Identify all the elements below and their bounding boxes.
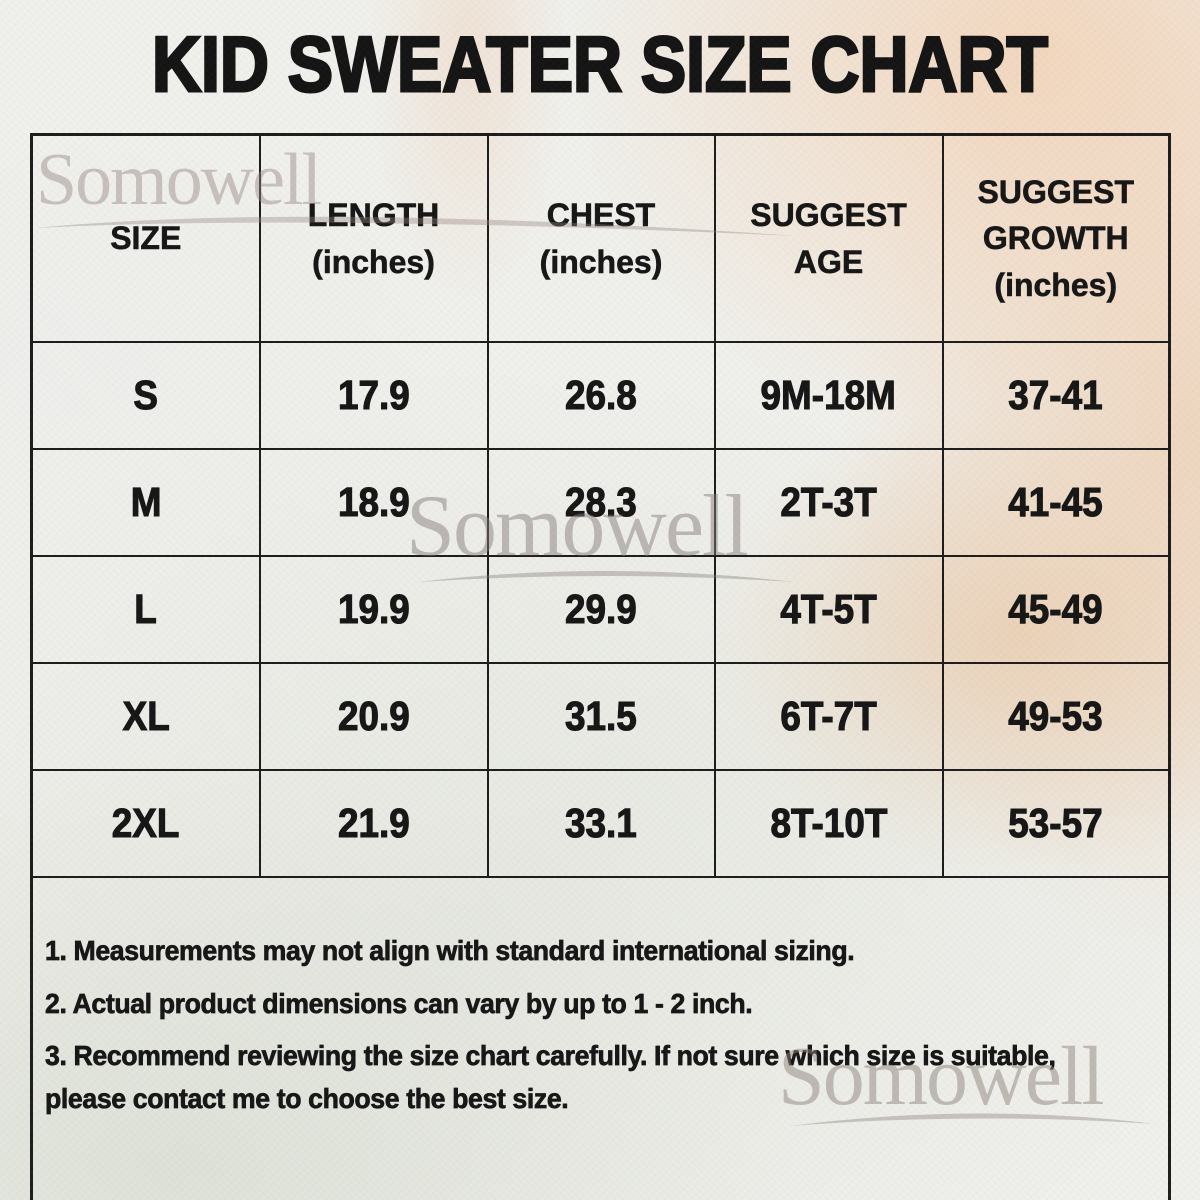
cell-length: 20.9 <box>258 662 489 771</box>
cell-length: 21.9 <box>258 769 489 878</box>
table-row-l: L 19.9 29.9 4T-5T 45-49 <box>30 555 1171 664</box>
note-line-2: 2. Actual product dimensions can vary by… <box>45 987 753 1019</box>
cell-size: M <box>30 448 261 557</box>
cell-growth: 45-49 <box>941 555 1171 664</box>
cell-chest: 28.3 <box>486 448 716 557</box>
note-line-3: 3. Recommend reviewing the size chart ca… <box>45 1040 1057 1114</box>
cell-size: L <box>30 555 261 664</box>
cell-growth: 49-53 <box>941 662 1171 771</box>
page-title: KID SWEATER SIZE CHART <box>151 20 1050 108</box>
col-header-size: SIZE <box>30 133 261 343</box>
cell-length: 18.9 <box>258 448 489 557</box>
cell-size: XL <box>30 662 261 771</box>
cell-growth: 37-41 <box>941 341 1171 450</box>
table-row-m: M 18.9 28.3 2T-3T 41-45 <box>30 448 1171 557</box>
table-header-row: SIZE LENGTH (inches) CHEST (inches) SUGG… <box>30 133 1171 343</box>
table-row-s: S 17.9 26.8 9M-18M 37-41 <box>30 341 1171 450</box>
note-line-1: 1. Measurements may not align with stand… <box>45 935 855 967</box>
table-row-2xl: 2XL 21.9 33.1 8T-10T 53-57 <box>30 769 1171 878</box>
size-chart-table: SIZE LENGTH (inches) CHEST (inches) SUGG… <box>30 133 1171 1200</box>
cell-size: 2XL <box>30 769 261 878</box>
cell-age: 8T-10T <box>713 769 944 878</box>
col-header-age: SUGGEST AGE <box>713 133 944 343</box>
cell-chest: 31.5 <box>486 662 716 771</box>
col-header-growth: SUGGEST GROWTH (inches) <box>941 133 1171 343</box>
table-row-xl: XL 20.9 31.5 6T-7T 49-53 <box>30 662 1171 771</box>
cell-age: 9M-18M <box>713 341 944 450</box>
cell-length: 17.9 <box>258 341 489 450</box>
col-header-chest: CHEST (inches) <box>486 133 716 343</box>
cell-age: 4T-5T <box>713 555 944 664</box>
cell-age: 6T-7T <box>713 662 944 771</box>
notes-cell: 1. Measurements may not align with stand… <box>30 876 1171 1200</box>
cell-growth: 41-45 <box>941 448 1171 557</box>
table-notes-row: 1. Measurements may not align with stand… <box>30 876 1171 1200</box>
cell-chest: 26.8 <box>486 341 716 450</box>
cell-size: S <box>30 341 261 450</box>
cell-chest: 29.9 <box>486 555 716 664</box>
cell-length: 19.9 <box>258 555 489 664</box>
cell-growth: 53-57 <box>941 769 1171 878</box>
col-header-length: LENGTH (inches) <box>258 133 489 343</box>
cell-age: 2T-3T <box>713 448 944 557</box>
cell-chest: 33.1 <box>486 769 716 878</box>
